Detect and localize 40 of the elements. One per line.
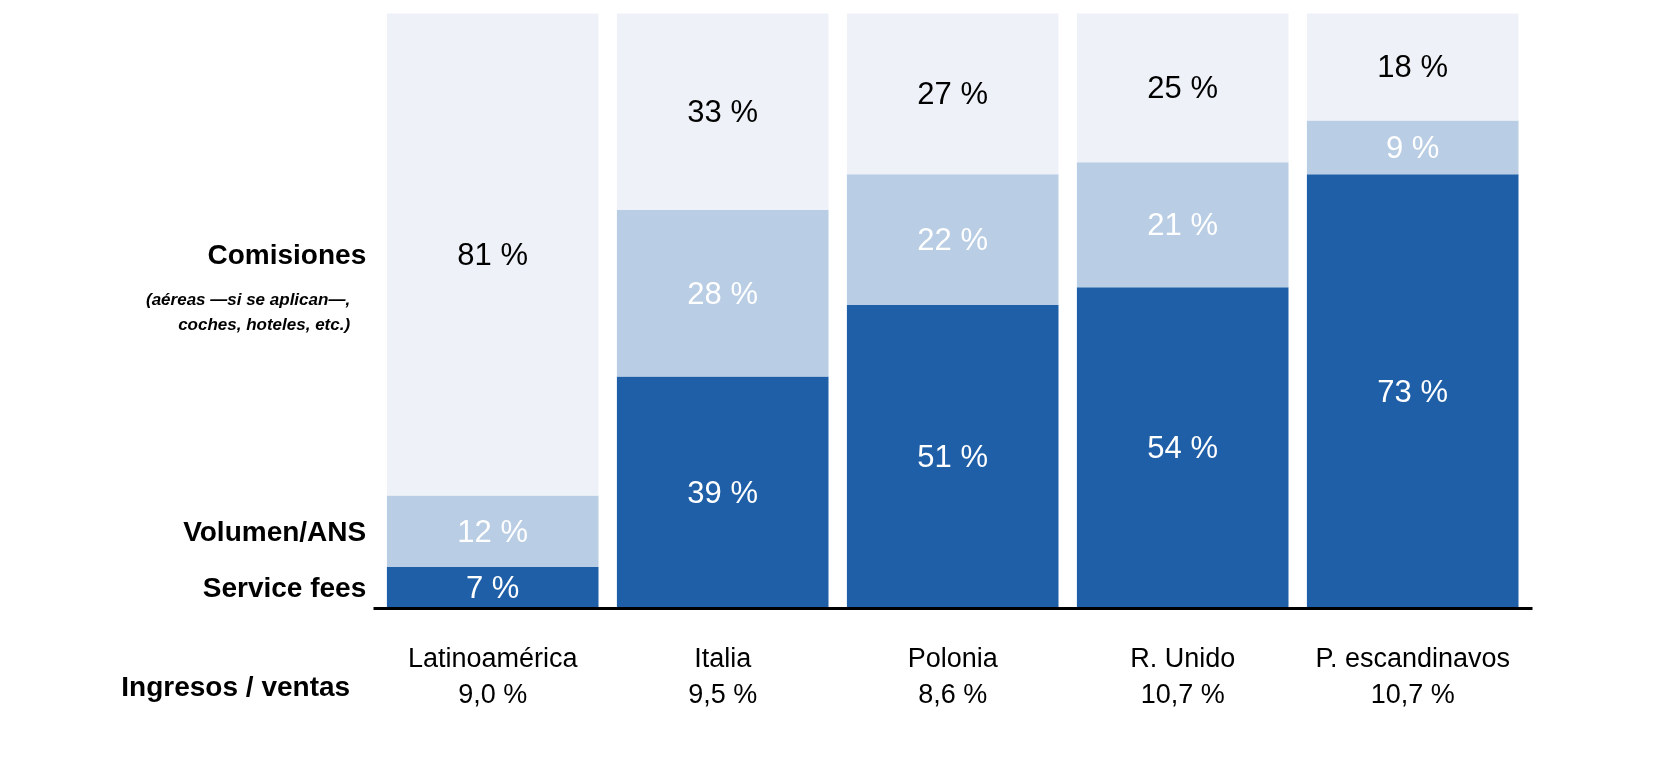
data-label: 51 %	[917, 439, 989, 475]
x-axis-title: Ingresos / ventas	[121, 670, 351, 702]
bar	[616, 376, 829, 609]
bar	[1306, 13, 1519, 121]
x-tick-label: P. escandinavos 10,7 %	[1315, 642, 1511, 709]
x-tick-label: Italia 9,5 %	[688, 642, 758, 709]
data-label: 18 %	[1377, 49, 1449, 85]
x-tick-label: Polonia 8,6 %	[907, 642, 999, 709]
text: (aéreas —si se aplican—, coches, hoteles, etc.)	[145, 290, 351, 334]
bar	[846, 13, 1059, 175]
bar	[1076, 162, 1289, 288]
bar	[386, 495, 599, 567]
data-label: 9 %	[1385, 129, 1440, 165]
data-label: 7 %	[465, 570, 520, 606]
data-label: 39 %	[687, 475, 759, 511]
bar	[1076, 13, 1289, 163]
bar	[386, 566, 599, 609]
bar	[1076, 287, 1289, 609]
data-label: 54 %	[1147, 430, 1219, 466]
bar	[616, 209, 829, 377]
data-label: 27 %	[917, 76, 989, 112]
bar	[846, 174, 1059, 306]
data-label: 25 %	[1147, 70, 1219, 106]
bar	[1306, 174, 1519, 609]
bar	[1306, 120, 1519, 175]
data-label: 12 %	[457, 513, 529, 549]
data-label: 81 %	[457, 236, 529, 272]
data-label: 22 %	[917, 222, 989, 258]
data-label: 28 %	[687, 275, 759, 311]
bar	[616, 13, 829, 210]
data-label: 21 %	[1147, 207, 1219, 243]
x-tick-label: R. Unido 10,7 %	[1130, 642, 1236, 709]
bar	[386, 13, 599, 496]
series-label: Service fees	[202, 572, 367, 604]
series-label: Volumen/ANS	[183, 515, 367, 547]
bar	[846, 305, 1059, 609]
series-label: Comisiones	[207, 238, 367, 270]
data-label: 33 %	[687, 94, 759, 130]
x-tick-label: Latinoamérica 9,0 %	[407, 642, 579, 709]
data-label: 73 %	[1377, 373, 1449, 409]
